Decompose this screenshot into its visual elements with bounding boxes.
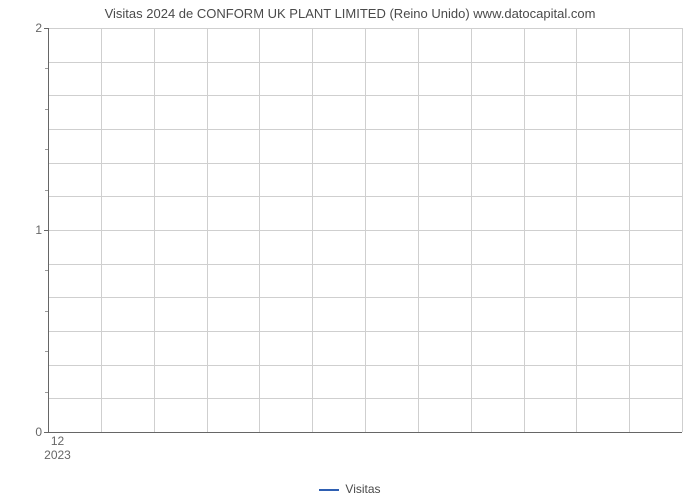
grid-line-horizontal [48,398,682,399]
y-tick-mark [44,28,48,29]
chart-title: Visitas 2024 de CONFORM UK PLANT LIMITED… [0,6,700,21]
grid-line-vertical [682,28,683,432]
y-minor-tick [45,311,48,312]
x-sub-label: 2023 [44,432,71,462]
grid-line-horizontal [48,196,682,197]
y-minor-tick [45,392,48,393]
y-axis-line [48,28,49,432]
grid-line-horizontal [48,129,682,130]
x-axis-line [48,432,682,433]
grid-line-horizontal [48,163,682,164]
visits-chart: Visitas 2024 de CONFORM UK PLANT LIMITED… [0,0,700,500]
grid-line-horizontal [48,95,682,96]
legend-label: Visitas [345,482,380,496]
grid-line-horizontal [48,28,682,29]
plot-area: 012122023 [48,28,682,432]
y-minor-tick [45,270,48,271]
grid-line-horizontal [48,62,682,63]
legend: Visitas [0,482,700,496]
grid-line-horizontal [48,230,682,231]
grid-line-horizontal [48,365,682,366]
y-minor-tick [45,68,48,69]
y-minor-tick [45,149,48,150]
y-tick-mark [44,230,48,231]
legend-swatch [319,489,339,491]
y-minor-tick [45,351,48,352]
grid-line-horizontal [48,331,682,332]
y-minor-tick [45,109,48,110]
y-minor-tick [45,190,48,191]
grid-line-horizontal [48,297,682,298]
grid-line-horizontal [48,264,682,265]
